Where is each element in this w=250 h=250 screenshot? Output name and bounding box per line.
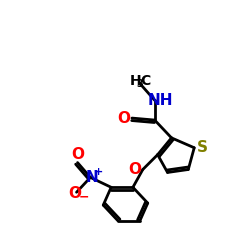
Text: 3: 3: [136, 80, 143, 90]
Text: N: N: [86, 170, 99, 185]
Text: NH: NH: [148, 93, 173, 108]
Text: H: H: [130, 74, 142, 88]
Text: O: O: [128, 162, 141, 177]
Text: O: O: [68, 186, 81, 201]
Text: O: O: [71, 147, 84, 162]
Text: O: O: [118, 110, 130, 126]
Text: −: −: [78, 191, 89, 204]
Text: C: C: [141, 74, 151, 88]
Text: +: +: [94, 168, 103, 177]
Text: S: S: [197, 140, 208, 155]
